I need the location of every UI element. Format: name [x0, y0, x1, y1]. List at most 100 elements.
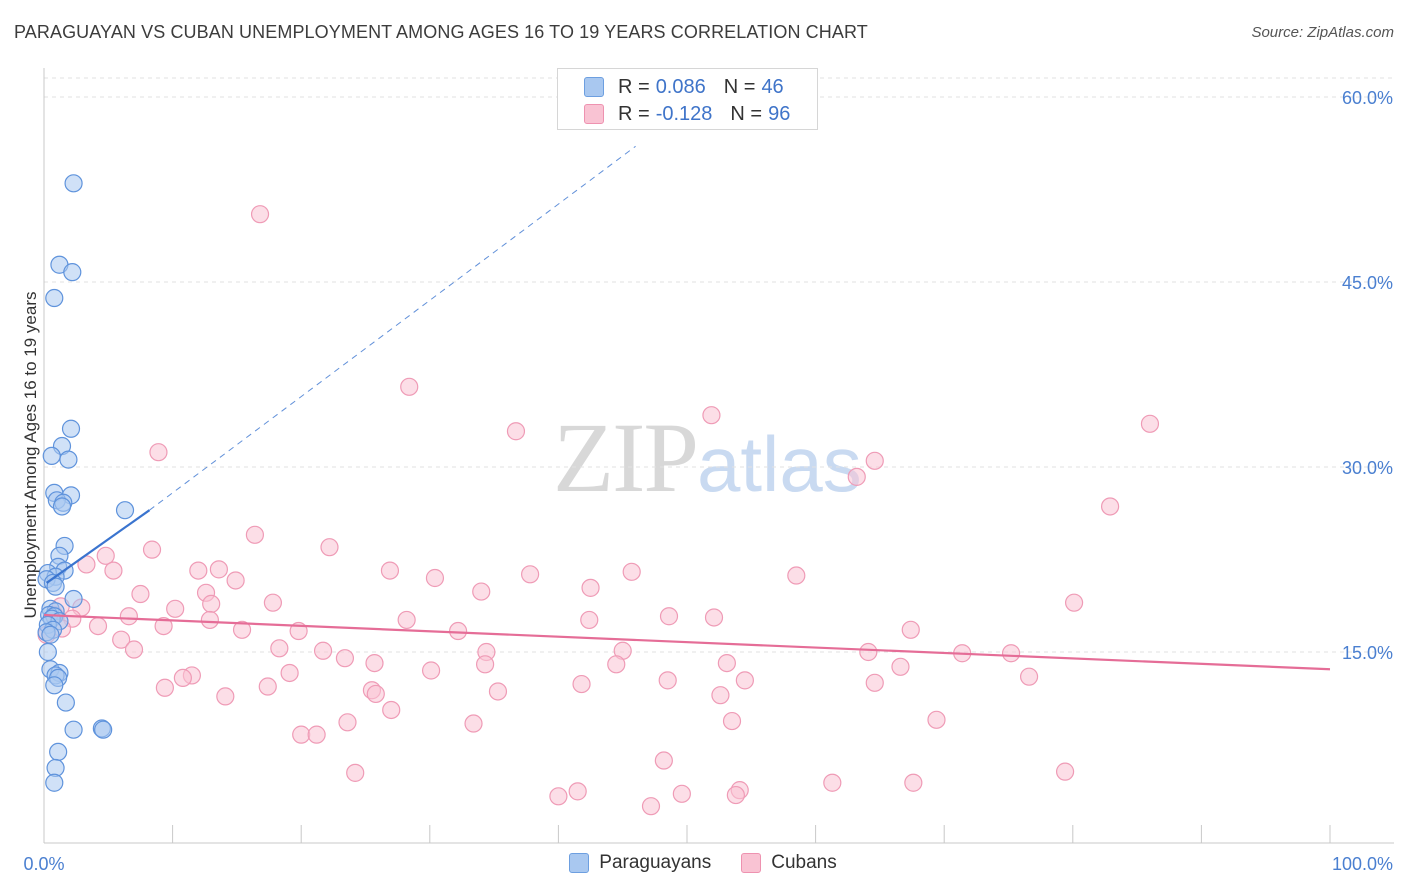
cubans-point [149, 443, 168, 462]
legend-n-label: N = [723, 75, 756, 98]
paraguayans-point [41, 625, 60, 644]
cubans-point [232, 620, 252, 639]
cubans-point [313, 641, 333, 660]
watermark-zip: ZIP [553, 402, 699, 513]
paraguayans-point [38, 642, 57, 662]
chart-title: PARAGUAYAN VS CUBAN UNEMPLOYMENT AMONG A… [14, 22, 868, 42]
cubans-point [112, 630, 131, 649]
paraguayans-point [61, 419, 81, 438]
cubans-label: Cubans [771, 852, 837, 873]
cubans-point [366, 684, 385, 704]
paraguayans-point [94, 720, 113, 739]
cubans-point [88, 616, 108, 636]
cubans-point [1019, 667, 1039, 686]
cubans-point [622, 562, 641, 581]
paraguayans-point [115, 501, 135, 520]
cubans-point [847, 467, 866, 486]
chart-source: Source: ZipAtlas.com [1251, 24, 1394, 41]
cubans-point [704, 608, 724, 627]
cubans-point [865, 451, 884, 470]
cubans-point [346, 763, 365, 782]
paraguayans-point [64, 720, 83, 739]
cubans-point [823, 773, 842, 792]
cubans-point [641, 797, 661, 816]
legend-n-label: N = [730, 102, 763, 125]
cubans-point [521, 565, 540, 584]
legend-item-paraguayans[interactable]: Paraguayans [569, 852, 711, 874]
y-tick-label: 30.0% [1342, 458, 1393, 478]
legend-n-value: 46 [761, 75, 784, 98]
cubans-point [572, 674, 591, 694]
cubans-point [475, 655, 495, 674]
cubans-point [320, 538, 339, 557]
cubans-point [155, 678, 174, 697]
cubans-point [258, 677, 277, 696]
cubans-point [202, 594, 221, 614]
y-tick-label: 45.0% [1342, 273, 1393, 293]
cubans-point [549, 787, 568, 806]
cubans-point [380, 561, 400, 580]
cubans-point [173, 668, 192, 688]
cubans-point [658, 671, 677, 690]
cubans-point [1140, 414, 1160, 433]
cubans-point [865, 673, 884, 692]
cubans-point [307, 725, 326, 744]
watermark: ZIPatlas [553, 400, 862, 515]
legend-r-label: R = [618, 102, 650, 125]
x-tick-label: 0.0% [23, 854, 64, 874]
cubans-swatch [741, 853, 762, 873]
cubans-point [131, 584, 150, 604]
cubans-point [722, 711, 742, 731]
paraguayans-trend-dashed [149, 145, 636, 511]
cubans-point [421, 661, 441, 680]
cubans-point [659, 607, 679, 626]
trend-lines [43, 145, 1331, 671]
cubans-point [1055, 762, 1075, 781]
paraguayans-point [64, 174, 83, 193]
cubans-point [270, 639, 289, 658]
cubans-point [124, 640, 144, 659]
cubans-point [382, 700, 401, 720]
legend-item-cubans[interactable]: Cubans [741, 852, 837, 874]
cubans-point [263, 593, 283, 612]
paraguayans-point [52, 497, 72, 516]
cubans-point [1100, 497, 1120, 516]
cubans-point [400, 377, 419, 396]
paraguayans-point [64, 589, 83, 609]
cubans-point [581, 578, 600, 597]
cubans-point [735, 671, 754, 690]
tick-labels: 15.0% 30.0% 45.0% 60.0% 0.0% 100.0% [23, 88, 1393, 874]
paraguayans-trend-line [45, 509, 151, 584]
legend-row-cubans: R = -0.128 N = 96 [584, 101, 790, 127]
paraguayans-point [45, 288, 64, 308]
legend-swatch-cubans [584, 104, 604, 124]
cubans-point [154, 616, 173, 636]
paraguayans-swatch [569, 853, 590, 873]
cubans-series [37, 205, 1160, 816]
paraguayans-point [59, 450, 78, 469]
cubans-point [119, 607, 138, 626]
paraguayans-point [42, 446, 61, 465]
cubans-point [702, 406, 721, 425]
watermark-atlas: atlas [697, 420, 862, 508]
cubans-point [506, 422, 526, 441]
cubans-point [200, 610, 219, 630]
cubans-point [1064, 593, 1084, 612]
cubans-point [226, 571, 245, 590]
cubans-point [142, 540, 162, 559]
paraguayans-point [56, 693, 75, 712]
axes [43, 68, 1394, 844]
cubans-point [280, 663, 299, 683]
paraguayans-point [45, 773, 64, 792]
cubans-point [250, 205, 270, 224]
paraguayans-label: Paraguayans [599, 852, 712, 873]
series-legend: Paraguayans Cubans [0, 852, 1406, 874]
cubans-point [365, 653, 384, 673]
cubans-point [672, 784, 691, 803]
legend-row-paraguayans: R = 0.086 N = 46 [584, 74, 784, 100]
y-axis-label: Unemployment Among Ages 16 to 19 years [21, 292, 40, 619]
cubans-point [901, 620, 920, 639]
paraguayans-series [37, 174, 135, 792]
cubans-point [209, 560, 228, 579]
